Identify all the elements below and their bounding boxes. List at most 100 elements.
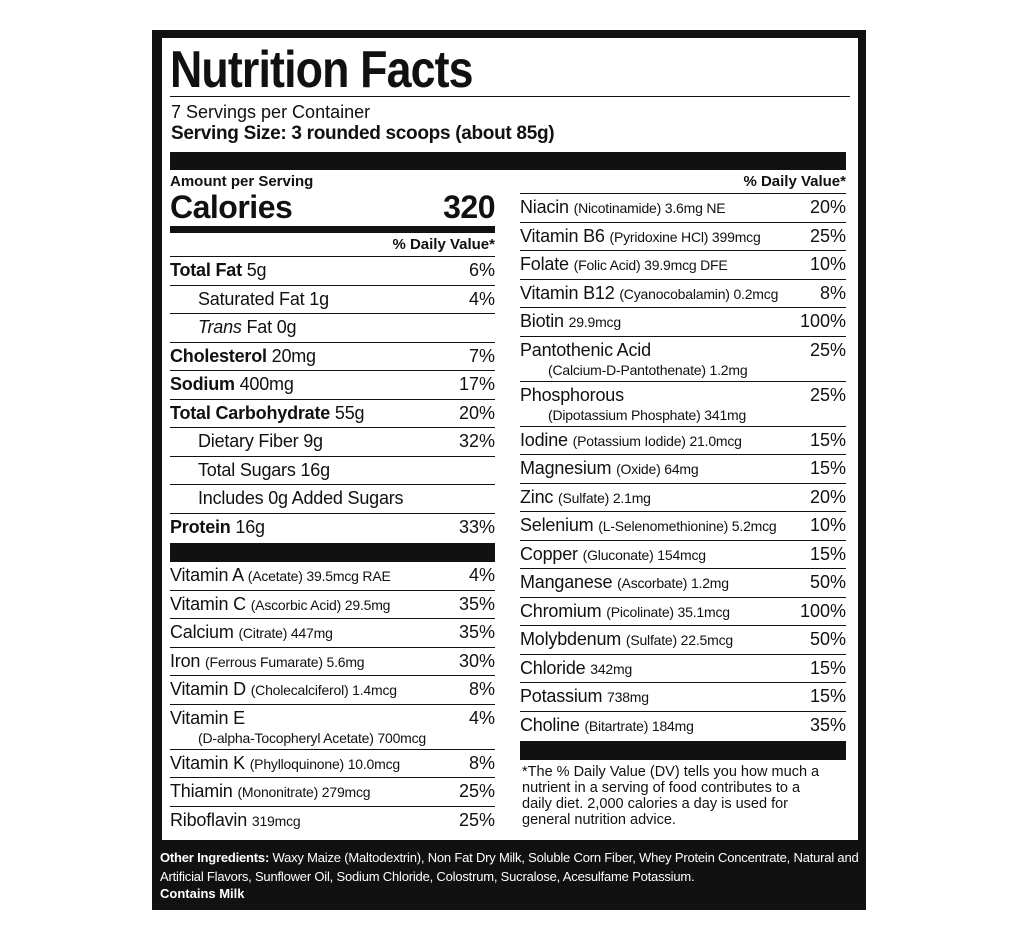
vitamin-row: Molybdenum (Sulfate) 22.5mcg 50% bbox=[520, 626, 846, 655]
nutrient-amount: Fat 0g bbox=[246, 317, 297, 337]
vitamin: Pantothenic Acid (Calcium-D-Pantothenate)… bbox=[520, 339, 748, 381]
vitamin-detail: (Sulfate) 2.1mg bbox=[558, 489, 651, 506]
allergen: Contains Milk bbox=[160, 886, 245, 901]
daily-value: 20% bbox=[458, 402, 495, 423]
vitamin-name: Vitamin C bbox=[170, 593, 246, 614]
vitamin-detail: 29.9mcg bbox=[568, 314, 621, 330]
daily-value: 4% bbox=[468, 565, 495, 585]
vitamins: Vitamin A (Acetate) 39.5mcg RAE 4% Vitamin… bbox=[170, 562, 495, 835]
daily-value: 30% bbox=[458, 650, 495, 671]
vitamin-name: Copper bbox=[520, 543, 578, 564]
vitamin-name: Vitamin B6 bbox=[520, 225, 605, 246]
nutrient-row: Sodium 400mg 17% bbox=[170, 371, 495, 400]
nutrient-name: Protein bbox=[170, 516, 231, 537]
vitamin-row: Phosphorous (Dipotassium Phosphate) 341mg… bbox=[520, 382, 846, 427]
nutrient-amount: 9g bbox=[303, 431, 323, 451]
vitamin: Manganese (Ascorbate) 1.2mg bbox=[520, 572, 729, 593]
vitamin: Vitamin D (Cholecalciferol) 1.4mcg bbox=[170, 679, 397, 700]
vitamin-name: Folate bbox=[520, 254, 569, 274]
daily-value: 35% bbox=[809, 714, 846, 735]
vitamin: Vitamin B12 (Cyanocobalamin) 0.2mcg bbox=[520, 283, 778, 304]
vitamin-name: Chromium bbox=[520, 600, 602, 621]
nutrient-amount: 20mg bbox=[271, 345, 316, 366]
vitamin-name: Calcium bbox=[170, 622, 234, 642]
vitamin-name: Niacin bbox=[520, 197, 569, 217]
nutrient-row: Trans Fat 0g bbox=[170, 314, 495, 343]
daily-value: 32% bbox=[458, 431, 495, 451]
vitamin-row: Vitamin D (Cholecalciferol) 1.4mcg 8% bbox=[170, 676, 495, 705]
vitamin-name: Selenium bbox=[520, 515, 594, 535]
vitamin-name: Iron bbox=[170, 650, 201, 671]
vitamins: Niacin (Nicotinamide) 3.6mg NE 20% Vitamin… bbox=[520, 194, 846, 740]
nutrient-row: Protein 16g 33% bbox=[170, 514, 495, 543]
vitamin-row: Vitamin B12 (Cyanocobalamin) 0.2mcg 8% bbox=[520, 280, 846, 308]
vitamin-row: Iron (Ferrous Fumarate) 5.6mg 30% bbox=[170, 648, 495, 676]
nutrient-amount: 55g bbox=[334, 402, 365, 423]
dv-header: % Daily Value* bbox=[170, 233, 495, 257]
daily-value: 35% bbox=[458, 593, 495, 614]
vitamin-row: Potassium 738mg 15% bbox=[520, 683, 846, 712]
nutrient-name: Includes 0g Added Sugars bbox=[198, 488, 404, 508]
vitamin-detail: 319mcg bbox=[251, 812, 301, 829]
nutrient-name: Saturated Fat bbox=[198, 288, 305, 309]
nutrient-name: Total Fat bbox=[170, 260, 242, 280]
vitamin-detail: (Oxide) 64mg bbox=[616, 461, 699, 477]
nutrient: Total Carbohydrate 55g bbox=[170, 402, 365, 424]
vitamin: Iodine (Potassium Iodide) 21.0mcg bbox=[520, 430, 742, 451]
thick-bar bbox=[170, 543, 495, 562]
daily-value: 20% bbox=[809, 197, 846, 217]
footnote: *The % Daily Value (DV) tells you how mu… bbox=[522, 764, 820, 828]
vitamin: Vitamin A (Acetate) 39.5mcg RAE bbox=[170, 565, 391, 586]
vitamin: Phosphorous (Dipotassium Phosphate) 341mg bbox=[520, 385, 746, 426]
nutrient-name: Total Carbohydrate bbox=[170, 402, 331, 423]
vitamin-name: Potassium bbox=[520, 686, 603, 706]
nutrient: Total Sugars 16g bbox=[170, 460, 330, 481]
vitamin-detail: (Dipotassium Phosphate) 341mg bbox=[548, 406, 747, 423]
vitamin-name: Phosphorous bbox=[520, 384, 624, 405]
vitamin: Copper (Gluconate) 154mcg bbox=[520, 544, 706, 565]
vitamin-row: Zinc (Sulfate) 2.1mg 20% bbox=[520, 484, 846, 512]
nutrient: Saturated Fat 1g bbox=[170, 289, 329, 310]
vitamin-detail: (Picolinate) 35.1mcg bbox=[606, 603, 730, 620]
ingredients: Other Ingredients: Waxy Maize (Maltodext… bbox=[160, 848, 860, 886]
daily-value: 50% bbox=[809, 629, 846, 649]
vitamin-detail: (Citrate) 447mg bbox=[238, 625, 333, 641]
nutrient-name: Cholesterol bbox=[170, 345, 267, 366]
nutrient-name: Total Sugars bbox=[198, 459, 296, 480]
right-column: % Daily Value* Niacin (Nicotinamide) 3.6… bbox=[520, 173, 846, 828]
daily-value: 100% bbox=[799, 311, 846, 331]
vitamin-row: Manganese (Ascorbate) 1.2mg 50% bbox=[520, 569, 846, 598]
vitamin: Folate (Folic Acid) 39.9mcg DFE bbox=[520, 254, 728, 275]
calories-value: 320 bbox=[443, 189, 495, 225]
vitamin-detail: (Cholecalciferol) 1.4mcg bbox=[250, 682, 397, 698]
daily-value: 10% bbox=[809, 254, 846, 274]
servings: 7 Servings per Container bbox=[171, 102, 371, 122]
vitamin-detail: (Nicotinamide) 3.6mg NE bbox=[573, 200, 726, 216]
vitamin-name: Thiamin bbox=[170, 781, 233, 801]
title: Nutrition Facts bbox=[170, 41, 473, 99]
vitamin-name: Pantothenic Acid bbox=[520, 339, 651, 360]
vitamin-row: Chromium (Picolinate) 35.1mcg 100% bbox=[520, 598, 846, 626]
nutrient: Total Fat 5g bbox=[170, 260, 267, 281]
vitamin-name: Zinc bbox=[520, 486, 554, 507]
vitamin-detail: (D-alpha-Tocopheryl Acetate) 700mcg bbox=[198, 729, 427, 746]
daily-value: 15% bbox=[809, 543, 846, 564]
nutrient-amount: 1g bbox=[309, 288, 329, 309]
daily-value: 20% bbox=[809, 486, 846, 507]
daily-value: 25% bbox=[809, 225, 846, 246]
vitamin-name: Choline bbox=[520, 714, 580, 735]
vitamin-row: Folate (Folic Acid) 39.9mcg DFE 10% bbox=[520, 251, 846, 280]
vitamin-row: Selenium (L-Selenomethionine) 5.2mcg 10% bbox=[520, 512, 846, 541]
label-panel bbox=[162, 38, 858, 840]
vitamin-row: Niacin (Nicotinamide) 3.6mg NE 20% bbox=[520, 194, 846, 223]
daily-value: 8% bbox=[468, 752, 495, 773]
nutrient-row: Saturated Fat 1g 4% bbox=[170, 286, 495, 314]
vitamin-name: Vitamin K bbox=[170, 752, 245, 773]
thick-bar bbox=[170, 152, 846, 170]
vitamin-detail: (Phylloquinone) 10.0mcg bbox=[249, 755, 400, 772]
nutrient: Includes 0g Added Sugars bbox=[170, 488, 404, 509]
daily-value: 15% bbox=[809, 657, 846, 678]
vitamin: Magnesium (Oxide) 64mg bbox=[520, 458, 699, 479]
serving-size: Serving Size: 3 rounded scoops (about 85… bbox=[171, 123, 555, 144]
